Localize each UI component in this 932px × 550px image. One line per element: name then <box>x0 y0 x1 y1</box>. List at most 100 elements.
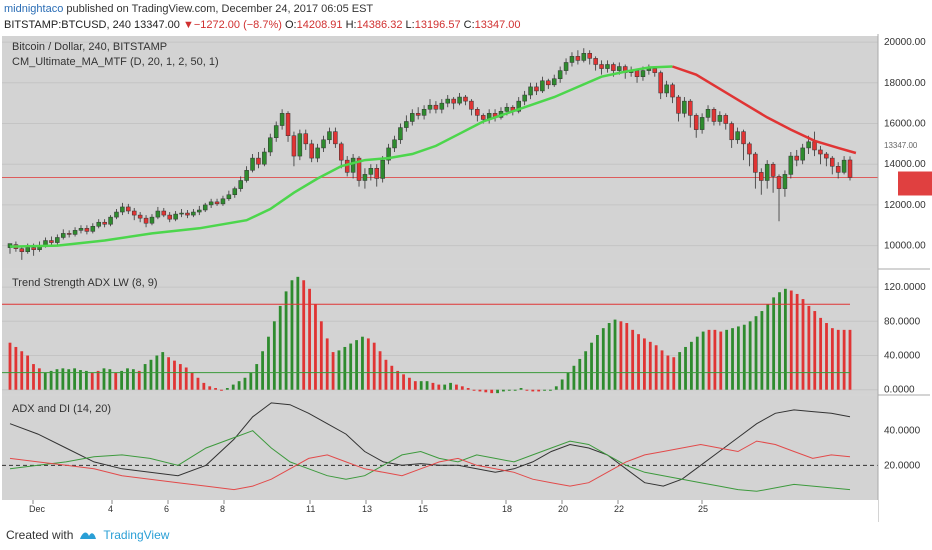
trend-bar <box>648 341 652 390</box>
trend-bar <box>102 368 106 390</box>
trend-bar <box>478 389 482 392</box>
time-axis-label: 20 <box>558 504 568 514</box>
candle-body <box>350 157 356 173</box>
trend-bar <box>537 389 541 392</box>
published-text: published on TradingView.com, December 2… <box>66 3 374 15</box>
adx-axis-tick: 20.0000 <box>884 460 921 471</box>
candle-body <box>593 58 598 65</box>
candle-body <box>812 141 817 151</box>
trend-axis-tick: 40.0000 <box>884 351 921 362</box>
candle-body <box>356 157 362 181</box>
trend-bar <box>830 328 834 390</box>
trend-bar <box>713 329 717 390</box>
trend-bar <box>725 329 729 390</box>
quote-bar: BITSTAMP:BTCUSD, 240 13347.00 ▼−1272.00 … <box>4 18 521 32</box>
trend-bar <box>284 291 288 390</box>
open-label: O: <box>284 19 297 31</box>
trend-bar <box>14 346 18 390</box>
trend-bar <box>578 358 582 390</box>
candle-body <box>386 147 391 161</box>
trend-bar <box>214 388 217 390</box>
price-axis-tick: 10000.00 <box>884 241 926 252</box>
candle-body <box>268 137 273 153</box>
low-value: 13196.57 <box>414 19 461 31</box>
trend-bar <box>390 365 394 390</box>
candle-body <box>380 159 385 179</box>
down-arrow-icon: ▼ <box>182 19 194 31</box>
candle-body <box>794 155 800 161</box>
trend-bar <box>766 304 770 390</box>
trend-bar <box>90 372 94 390</box>
price-axis-tick: 12000.00 <box>884 200 926 211</box>
candle-body <box>563 62 569 71</box>
candle-body <box>747 143 752 155</box>
candle-body <box>699 117 705 130</box>
trend-bar <box>261 351 264 390</box>
candle-body <box>84 228 90 232</box>
candle-body <box>285 113 291 136</box>
candle-body <box>202 204 208 211</box>
trend-bar <box>513 389 517 391</box>
trend-bar <box>143 364 147 390</box>
trend-bar <box>355 340 358 390</box>
trend-bar <box>178 364 182 390</box>
candle-body <box>581 53 587 61</box>
trading-chart[interactable]: 10000.00 12000.00 14000.00 16000.00 18000.00… <box>0 34 932 522</box>
trend-bar <box>8 342 12 390</box>
candle-body <box>551 78 557 86</box>
candle-body <box>25 247 30 252</box>
trend-bar <box>413 381 417 390</box>
trend-axis-tick: 80.0000 <box>884 316 921 327</box>
trend-bar <box>202 382 206 390</box>
trend-bar <box>736 326 740 390</box>
trend-bar <box>437 384 441 390</box>
tradingview-link[interactable]: TradingView <box>103 528 170 542</box>
price-pane[interactable]: 10000.00 12000.00 14000.00 16000.00 18000.00… <box>2 36 932 268</box>
trend-bar <box>783 288 787 390</box>
candle-body <box>161 210 167 216</box>
candle-body <box>469 100 474 110</box>
trend-bar <box>801 299 805 390</box>
price-axis-tick: 18000.00 <box>884 78 926 89</box>
trend-bar <box>43 372 47 390</box>
candle-body <box>149 216 155 224</box>
time-axis-label: Dec <box>29 504 46 514</box>
trend-bar <box>742 324 746 390</box>
trend-bar <box>290 280 294 390</box>
candle-body <box>634 70 640 77</box>
author-link[interactable]: midnightaco <box>4 3 64 15</box>
price-pane-bg <box>2 36 878 268</box>
trend-bar <box>431 382 435 390</box>
candle-body <box>658 72 663 94</box>
trend-bar <box>255 364 259 390</box>
trend-bar <box>795 293 799 390</box>
trend-bar <box>208 386 212 390</box>
trend-bar <box>243 377 247 390</box>
candle-body <box>475 109 480 116</box>
trend-bar <box>173 360 176 390</box>
trend-bar <box>278 305 282 390</box>
trend-strength-pane[interactable]: 0.0000 40.0000 80.0000 120.0000 Trend Streng… <box>2 270 926 396</box>
candle-body <box>232 188 238 195</box>
trend-bar <box>531 389 535 392</box>
candle-body <box>575 56 581 61</box>
trend-bar <box>460 386 464 390</box>
trend-axis-tick: 120.0000 <box>884 282 926 293</box>
trend-bar <box>131 369 135 390</box>
candle-body <box>445 98 450 104</box>
candle-body <box>214 201 220 205</box>
candle-body <box>605 64 610 69</box>
time-axis[interactable]: Dec 4 6 8 11 13 15 18 20 22 25 <box>2 500 878 522</box>
trend-bar <box>607 323 611 390</box>
candle-body <box>167 214 172 220</box>
candle-body <box>220 198 226 205</box>
ma-line-green <box>9 65 673 248</box>
low-label: L: <box>405 19 415 31</box>
trend-axis-tick: 0.0000 <box>884 385 915 396</box>
candle-body <box>664 84 669 94</box>
plus-series-line <box>9 430 851 492</box>
candle-body <box>327 131 332 141</box>
trend-bar <box>748 321 752 390</box>
trend-bar <box>701 331 705 390</box>
